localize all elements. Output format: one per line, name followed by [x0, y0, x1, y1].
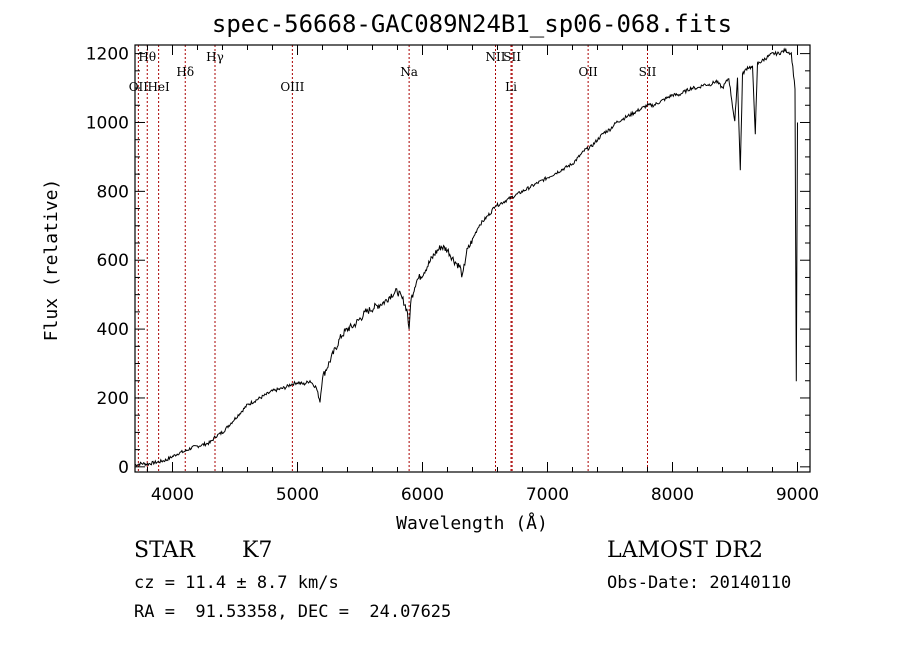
x-axis-label: Wavelength (Å): [396, 512, 548, 534]
x-tick-label: 5000: [276, 485, 319, 505]
spectral-line-label: SII: [503, 50, 521, 64]
spectral-line-label: NII: [486, 50, 506, 64]
spectral-line-label: Hθ: [138, 50, 156, 64]
y-tick-label: 1200: [86, 45, 129, 65]
chart-title: spec-56668-GAC089N24B1_sp06-068.fits: [212, 10, 732, 38]
spectrum-series: [134, 47, 798, 467]
spectral-line-label: Li: [505, 80, 517, 94]
x-tick-label: 8000: [651, 485, 694, 505]
x-tick-label: 4000: [151, 485, 194, 505]
spectral-line-label: Hγ: [206, 50, 224, 64]
spectral-line-label: Hδ: [176, 65, 194, 79]
spectral-line-label: HeI: [147, 80, 170, 94]
y-tick-label: 1000: [86, 113, 129, 133]
spectral-line-label: OII: [129, 80, 149, 94]
spectral-line-label: OIII: [280, 80, 304, 94]
y-axis-label: Flux (relative): [41, 179, 62, 342]
plot-frame: [134, 44, 811, 473]
object-class: STAR: [134, 538, 195, 563]
y-tick-label: 200: [97, 389, 129, 409]
observation-date: Obs-Date: 20140110: [607, 573, 792, 593]
spectral-line-label: SII: [639, 65, 657, 79]
survey-name: LAMOST DR2: [607, 538, 763, 563]
x-tick-label: 9000: [776, 485, 819, 505]
redshift-value: cz = 11.4 ± 8.7 km/s: [134, 573, 339, 593]
x-tick-label: 6000: [401, 485, 444, 505]
spectral-line-label: OII: [578, 65, 598, 79]
spectrum-line: [134, 47, 798, 467]
coordinates: RA = 91.53358, DEC = 24.07625: [134, 602, 452, 622]
y-axis: 0 200 400 600 800 1000 1200: [86, 45, 810, 478]
y-tick-label: 0: [118, 458, 129, 478]
y-tick-label: 800: [97, 182, 129, 202]
spectral-line-markers: [137, 45, 648, 472]
x-tick-label: 7000: [526, 485, 569, 505]
spectral-line-label: Na: [400, 65, 418, 79]
y-tick-label: 600: [97, 251, 129, 271]
object-subclass: K7: [242, 538, 273, 563]
y-tick-label: 400: [97, 320, 129, 340]
x-axis: 4000 5000 6000 7000 8000 9000: [147, 45, 819, 505]
